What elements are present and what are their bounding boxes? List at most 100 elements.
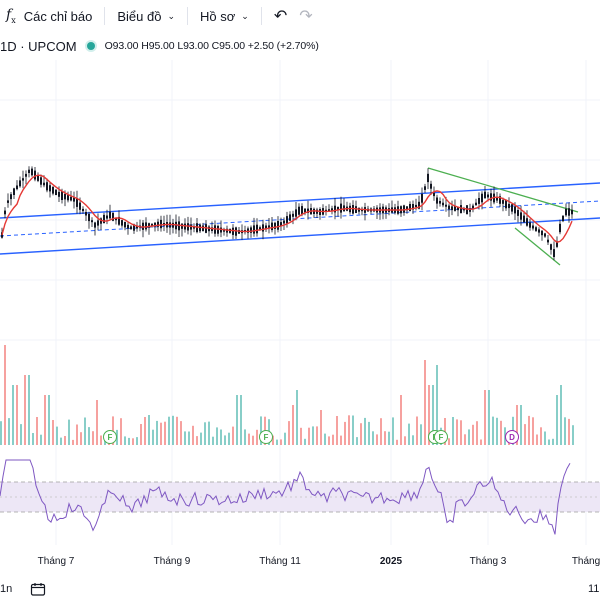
candle-body bbox=[97, 220, 99, 226]
volume-bar bbox=[476, 421, 478, 445]
volume-bar bbox=[360, 423, 362, 445]
volume-bar bbox=[340, 435, 342, 445]
volume-bar bbox=[28, 375, 30, 445]
volume-bar bbox=[528, 415, 530, 445]
volume-bar bbox=[152, 429, 154, 445]
volume-bar bbox=[352, 415, 354, 445]
volume-bar bbox=[84, 417, 86, 445]
volume-bar bbox=[296, 390, 298, 445]
candle-body bbox=[457, 207, 459, 211]
candle-body bbox=[247, 228, 249, 233]
event-marker-f[interactable]: F bbox=[434, 430, 448, 444]
candle-body bbox=[490, 193, 492, 201]
volume-bar bbox=[52, 420, 54, 445]
candle-body bbox=[85, 212, 87, 216]
volume-bar bbox=[36, 417, 38, 445]
candle-body bbox=[268, 225, 270, 229]
candle-body bbox=[496, 197, 498, 201]
candle-body bbox=[280, 222, 282, 227]
volume-bar bbox=[172, 415, 174, 445]
toolbar-divider bbox=[104, 7, 106, 25]
candle-body bbox=[34, 170, 36, 180]
candle-body bbox=[304, 208, 306, 213]
candle-body bbox=[475, 202, 477, 206]
volume-bar bbox=[568, 418, 570, 445]
time-axis-label: Tháng 3 bbox=[469, 556, 507, 567]
candle-body bbox=[43, 182, 45, 186]
undo-button[interactable]: ↶ bbox=[268, 0, 293, 32]
candle-body bbox=[217, 225, 219, 234]
candle-body bbox=[250, 227, 252, 233]
volume-bar bbox=[464, 434, 466, 445]
candle-body bbox=[538, 229, 540, 233]
volume-bar bbox=[552, 438, 554, 445]
chart-type-button[interactable]: Biểu đồ ⌄ bbox=[111, 0, 181, 32]
candle-body bbox=[262, 224, 264, 232]
redo-button[interactable]: ↷ bbox=[293, 0, 318, 32]
candle-body bbox=[31, 168, 33, 176]
period-button[interactable]: 1n bbox=[0, 583, 13, 595]
candle-body bbox=[550, 244, 552, 250]
candle-body bbox=[289, 214, 291, 221]
candle-body bbox=[532, 225, 534, 229]
volume-bar bbox=[392, 417, 394, 445]
volume-bar bbox=[320, 410, 322, 445]
candle-body bbox=[427, 173, 429, 183]
bottom-bar: 1n 11 bbox=[0, 578, 600, 600]
volume-bar bbox=[232, 426, 234, 445]
candle-body bbox=[295, 209, 297, 217]
candle-body bbox=[106, 215, 108, 219]
volume-bar bbox=[4, 345, 6, 445]
candle-body bbox=[421, 193, 423, 203]
candle-body bbox=[115, 217, 117, 221]
volume-bar bbox=[80, 432, 82, 445]
volume-bar bbox=[420, 424, 422, 445]
falling-wedge bbox=[427, 167, 579, 266]
candle-body bbox=[286, 216, 288, 224]
volume-bar bbox=[204, 422, 206, 445]
volume-bar bbox=[492, 416, 494, 445]
volume-bar bbox=[480, 439, 482, 445]
volume-bar bbox=[56, 426, 58, 445]
calendar-icon[interactable] bbox=[30, 582, 46, 596]
volume-bar bbox=[252, 435, 254, 445]
change-value: +2.50 (+2.70%) bbox=[247, 40, 319, 52]
candle-body bbox=[19, 180, 21, 187]
candle-body bbox=[148, 223, 150, 228]
indicators-button[interactable]: fx Các chỉ báo bbox=[0, 0, 98, 32]
volume-bar bbox=[368, 421, 370, 445]
candle-body bbox=[418, 201, 420, 209]
volume-bar bbox=[244, 429, 246, 445]
volume-bar bbox=[536, 434, 538, 445]
symbol-label: 1D · UPCOM bbox=[0, 38, 77, 54]
low-value: L93.00 bbox=[177, 40, 209, 52]
market-status-icon bbox=[86, 42, 95, 50]
volume-bar bbox=[140, 424, 142, 445]
high-value: H95.00 bbox=[141, 40, 175, 52]
candle-body bbox=[292, 213, 294, 217]
event-marker-f[interactable]: F bbox=[103, 430, 117, 444]
candle-body bbox=[472, 205, 474, 209]
candle-body bbox=[16, 185, 18, 190]
profile-button[interactable]: Hồ sơ ⌄ bbox=[194, 0, 255, 32]
candle-body bbox=[499, 196, 501, 204]
volume-bar bbox=[416, 416, 418, 445]
open-value: O93.00 bbox=[104, 40, 139, 52]
volume-bar bbox=[484, 390, 486, 445]
profile-label: Hồ sơ bbox=[200, 8, 236, 24]
volume-bar bbox=[196, 436, 198, 445]
candle-body bbox=[154, 222, 156, 227]
candle-body bbox=[37, 175, 39, 181]
volume-bar bbox=[208, 421, 210, 445]
candle-body bbox=[76, 198, 78, 207]
volume-bar bbox=[496, 417, 498, 445]
event-marker-f[interactable]: F bbox=[259, 430, 273, 444]
candle-body bbox=[25, 173, 27, 177]
candle-body bbox=[448, 205, 450, 210]
event-marker-d[interactable]: D bbox=[505, 430, 519, 444]
volume-bar bbox=[96, 400, 98, 445]
volume-bar bbox=[328, 436, 330, 445]
volume-bar bbox=[192, 425, 194, 445]
volume-bar bbox=[160, 422, 162, 445]
